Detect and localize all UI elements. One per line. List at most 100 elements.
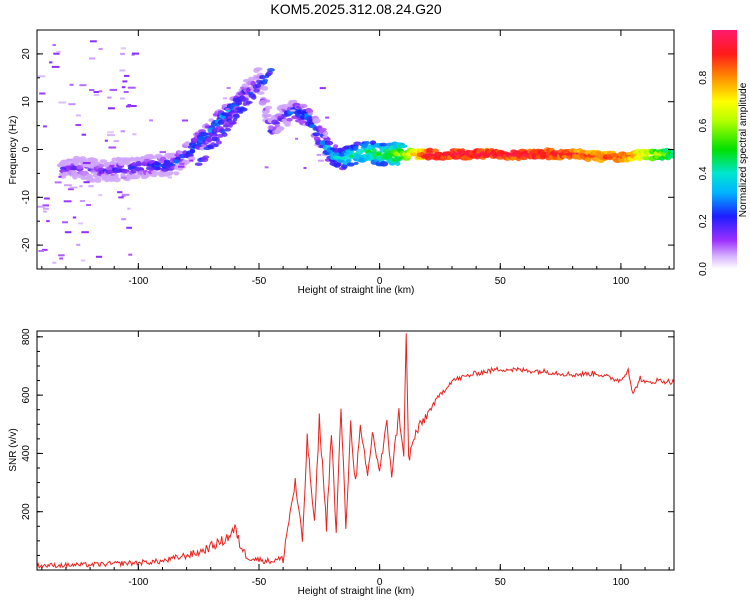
spectrogram-cell xyxy=(167,171,173,176)
spectrogram-cell xyxy=(250,95,257,100)
spectrogram-noise xyxy=(43,210,47,213)
spectrogram-cell xyxy=(253,88,260,93)
spectrogram-noise xyxy=(86,204,91,206)
spectrogram-cell xyxy=(341,163,348,169)
spectrogram-xtick-label: 100 xyxy=(613,276,630,287)
spectrogram-noise xyxy=(59,170,67,172)
spectrogram-noise xyxy=(59,257,64,260)
spectrogram-noise xyxy=(83,181,90,184)
spectrogram-noise xyxy=(179,162,185,165)
spectrogram-cell xyxy=(348,149,354,155)
spectrogram-noise xyxy=(56,50,61,53)
spectrogram-cell xyxy=(80,175,86,181)
spectrogram-noise xyxy=(178,165,185,168)
spectrogram-noise xyxy=(118,196,124,199)
spectrogram-cell xyxy=(262,99,271,103)
snr-ytick-label: 800 xyxy=(21,328,32,345)
snr-ytick-label: 600 xyxy=(21,386,32,403)
spectrogram-noise xyxy=(83,165,90,168)
snr-ytick-label: 200 xyxy=(21,503,32,520)
spectrogram-cell xyxy=(94,177,102,183)
spectrogram-cell xyxy=(255,83,261,89)
spectrogram-noise xyxy=(123,91,129,93)
spectrogram-cell xyxy=(337,158,344,163)
spectrogram-cell xyxy=(264,105,273,110)
spectrogram-noise xyxy=(290,109,296,112)
spectrogram-cell xyxy=(200,132,209,137)
spectrogram-cell xyxy=(399,144,408,149)
spectrogram-xtick-label: -100 xyxy=(128,276,148,287)
spectrogram-noise xyxy=(93,94,100,96)
spectrogram-cell xyxy=(299,103,308,109)
spectrogram-cell xyxy=(188,153,194,158)
spectrogram-noise xyxy=(128,253,133,256)
spectrogram-cell xyxy=(335,161,342,167)
spectrogram-cell xyxy=(215,140,222,145)
spectrogram-cell xyxy=(232,113,240,119)
spectrogram-noise xyxy=(159,151,166,154)
colorbar-tick-label: 0.4 xyxy=(698,166,709,180)
colorbar-ticks: 0.0 0.2 0.4 0.6 0.8 xyxy=(698,70,709,276)
spectrogram-cell xyxy=(320,140,328,146)
spectrogram-cell xyxy=(223,124,230,128)
colorbar: 0.0 0.2 0.4 0.6 0.8 Normalized spectral ampl… xyxy=(698,30,749,276)
spectrogram-noise xyxy=(69,186,78,189)
spectrogram-cell xyxy=(72,174,78,180)
snr-ytick-label: 400 xyxy=(21,445,32,462)
spectrogram-cell xyxy=(151,170,158,174)
spectrogram-noise xyxy=(117,191,123,194)
spectrogram-noise xyxy=(131,53,135,56)
spectrogram-cell xyxy=(395,161,401,167)
spectrogram-noise xyxy=(295,137,299,140)
spectrogram-ytick-label: -10 xyxy=(21,190,32,205)
spectrogram-cell xyxy=(230,121,237,125)
spectrogram-noise xyxy=(279,112,285,115)
spectrogram-noise xyxy=(127,104,132,107)
spectrogram-cell xyxy=(221,132,228,138)
chart-title: KOM5.2025.312.08.24.G20 xyxy=(270,1,441,17)
spectrogram-noise xyxy=(149,119,153,122)
spectrogram-noise xyxy=(316,153,322,156)
spectrogram-noise xyxy=(53,52,60,55)
snr-panel: -100 -50 0 50 100 200 400 600 800 Height of stra… xyxy=(8,328,675,597)
spectrogram-noise xyxy=(167,176,172,179)
spectrogram-cell xyxy=(213,143,219,148)
snr-frame xyxy=(36,330,675,571)
spectrogram-noise xyxy=(44,197,50,200)
spectrogram-noise xyxy=(52,261,57,264)
spectrogram-xlabel: Height of straight line (km) xyxy=(298,285,415,296)
colorbar-label: Normalized spectral amplitude xyxy=(738,82,749,217)
spectrogram-noise xyxy=(79,84,87,87)
spectrogram-noise xyxy=(264,166,269,169)
colorbar-tick-label: 0.8 xyxy=(698,70,709,84)
spectrogram-noise xyxy=(81,231,89,234)
spectrogram-noise xyxy=(113,140,120,143)
spectrogram-noise xyxy=(93,91,100,93)
spectrogram-noise xyxy=(98,90,103,93)
spectrogram-noise xyxy=(78,222,84,225)
spectrogram-cell xyxy=(99,159,108,164)
spectrogram-noise xyxy=(226,87,231,89)
spectrogram-noise xyxy=(63,200,72,203)
spectrogram-cell xyxy=(208,118,214,122)
spectrogram-noise xyxy=(69,83,74,86)
spectrogram-cell xyxy=(312,132,321,137)
spectrogram-cell xyxy=(259,75,266,80)
snr-xtick-label: 0 xyxy=(377,577,383,588)
spectrogram-noise xyxy=(43,207,49,210)
spectrogram-noise xyxy=(104,139,108,142)
spectrogram-noise xyxy=(108,107,115,110)
snr-xtick-label: 50 xyxy=(495,577,507,588)
spectrogram-noise xyxy=(127,207,131,210)
spectrogram-cell xyxy=(268,125,274,131)
spectrogram-noise xyxy=(58,175,62,178)
spectrogram-noise xyxy=(42,248,48,251)
spectrogram-noise xyxy=(194,132,199,135)
spectrogram-xtick-label: 0 xyxy=(377,276,383,287)
spectrogram-cell xyxy=(83,170,89,175)
spectrogram-cell xyxy=(312,117,321,124)
spectrogram-cell xyxy=(173,171,180,176)
spectrogram-noise xyxy=(76,243,81,246)
